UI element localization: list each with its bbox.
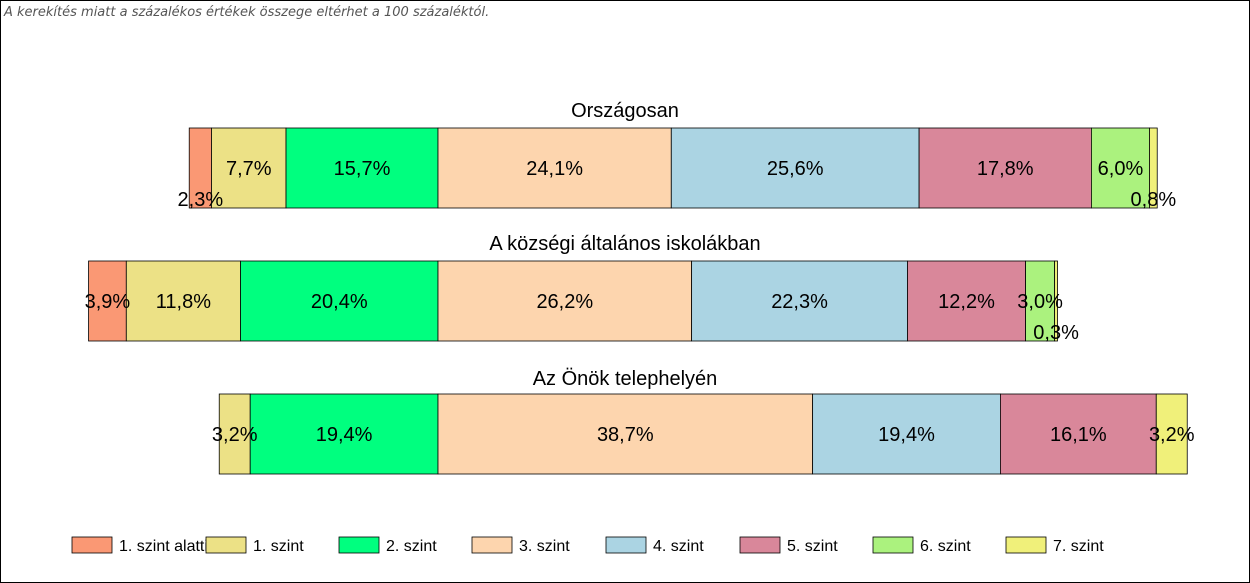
data-label: 3,2% — [1149, 424, 1195, 446]
data-label: 7,7% — [226, 158, 272, 180]
data-label: 22,3% — [771, 291, 828, 313]
legend-item: 7. szint — [1005, 536, 1104, 555]
legend-label: 7. szint — [1053, 538, 1104, 555]
bar-segment — [249, 393, 439, 475]
legend-swatch — [605, 536, 647, 554]
bar-segment — [285, 127, 439, 209]
legend-swatch — [872, 536, 914, 554]
data-label: 25,6% — [767, 158, 824, 180]
bar-segment — [125, 260, 241, 342]
data-label: 26,2% — [536, 291, 593, 313]
legend-swatch — [205, 536, 247, 554]
data-label: 15,7% — [334, 158, 391, 180]
legend-label: 4. szint — [653, 538, 704, 555]
legend-label: 3. szint — [519, 538, 570, 555]
data-label: 17,8% — [977, 158, 1034, 180]
legend-item: 5. szint — [739, 536, 838, 555]
bar-segment — [1000, 393, 1157, 475]
rounding-note: A kerekítés miatt a százalékos értékek ö… — [4, 5, 490, 20]
legend-item: 4. szint — [605, 536, 704, 555]
legend-swatch — [471, 536, 513, 554]
legend-item: 6. szint — [872, 536, 971, 555]
bar-segment — [812, 393, 1001, 475]
bar-segment — [437, 393, 814, 475]
data-label: 3,2% — [212, 424, 258, 446]
legend-item: 1. szint — [205, 536, 304, 555]
data-label: 19,4% — [316, 424, 373, 446]
data-label: 19,4% — [878, 424, 935, 446]
data-label: 0,8% — [1131, 189, 1177, 211]
bar-segment — [670, 127, 920, 209]
row-title: Az Önök telephelyén — [533, 368, 718, 390]
data-label: 38,7% — [597, 424, 654, 446]
bar-segment — [907, 260, 1026, 342]
data-label: 11,8% — [156, 291, 211, 313]
data-label: 3,9% — [85, 291, 131, 313]
bar-segment — [218, 393, 251, 475]
legend-swatch — [1005, 536, 1047, 554]
bar-segment — [437, 127, 672, 209]
legend-label: 5. szint — [787, 538, 838, 555]
bar-row: Országosan 2,3%7,7% 15,7% 24,1% 25,6% 17,8% 6,… — [178, 100, 1177, 211]
bar-row: A községi általános iskolákban 3,9% 11,8% 2… — [85, 233, 1079, 344]
legend-label: 2. szint — [386, 538, 437, 555]
bar-segment — [437, 260, 693, 342]
legend-swatch — [71, 536, 113, 554]
bar-segment — [88, 260, 127, 342]
legend-label: 1. szint alatti — [119, 538, 208, 555]
legend-item: 2. szint — [338, 536, 437, 555]
bar-segment — [1025, 260, 1056, 342]
data-label: 6,0% — [1098, 158, 1144, 180]
row-title: Országosan — [571, 100, 679, 122]
legend-swatch — [739, 536, 781, 554]
legend-label: 6. szint — [920, 538, 971, 555]
data-label: 12,2% — [938, 291, 995, 313]
bar-segment — [240, 260, 439, 342]
legend-label: 1. szint — [253, 538, 304, 555]
row-title: A községi általános iskolákban — [489, 233, 760, 255]
bar-segment — [1054, 260, 1058, 342]
data-label: 24,1% — [526, 158, 583, 180]
bar-segment — [918, 127, 1092, 209]
bar-row: Az Önök telephelyén 3,2% 19,4% 38,7% 19,4% 16… — [212, 368, 1195, 475]
bar-segment — [1149, 127, 1158, 209]
legend-item: 1. szint alatti — [71, 536, 208, 555]
bar-segment — [1155, 393, 1188, 475]
data-label: 16,1% — [1050, 424, 1107, 446]
bar-segment — [1091, 127, 1150, 209]
data-label: 3,0% — [1017, 291, 1063, 313]
data-label: 0,3% — [1033, 322, 1079, 344]
legend: 1. szint alatti 1. szint 2. szint 3. szint 4… — [71, 536, 1104, 555]
legend-item: 3. szint — [471, 536, 570, 555]
legend-swatch — [338, 536, 380, 554]
data-label: 2,3% — [178, 189, 224, 211]
bar-segment — [691, 260, 908, 342]
data-label: 20,4% — [311, 291, 368, 313]
